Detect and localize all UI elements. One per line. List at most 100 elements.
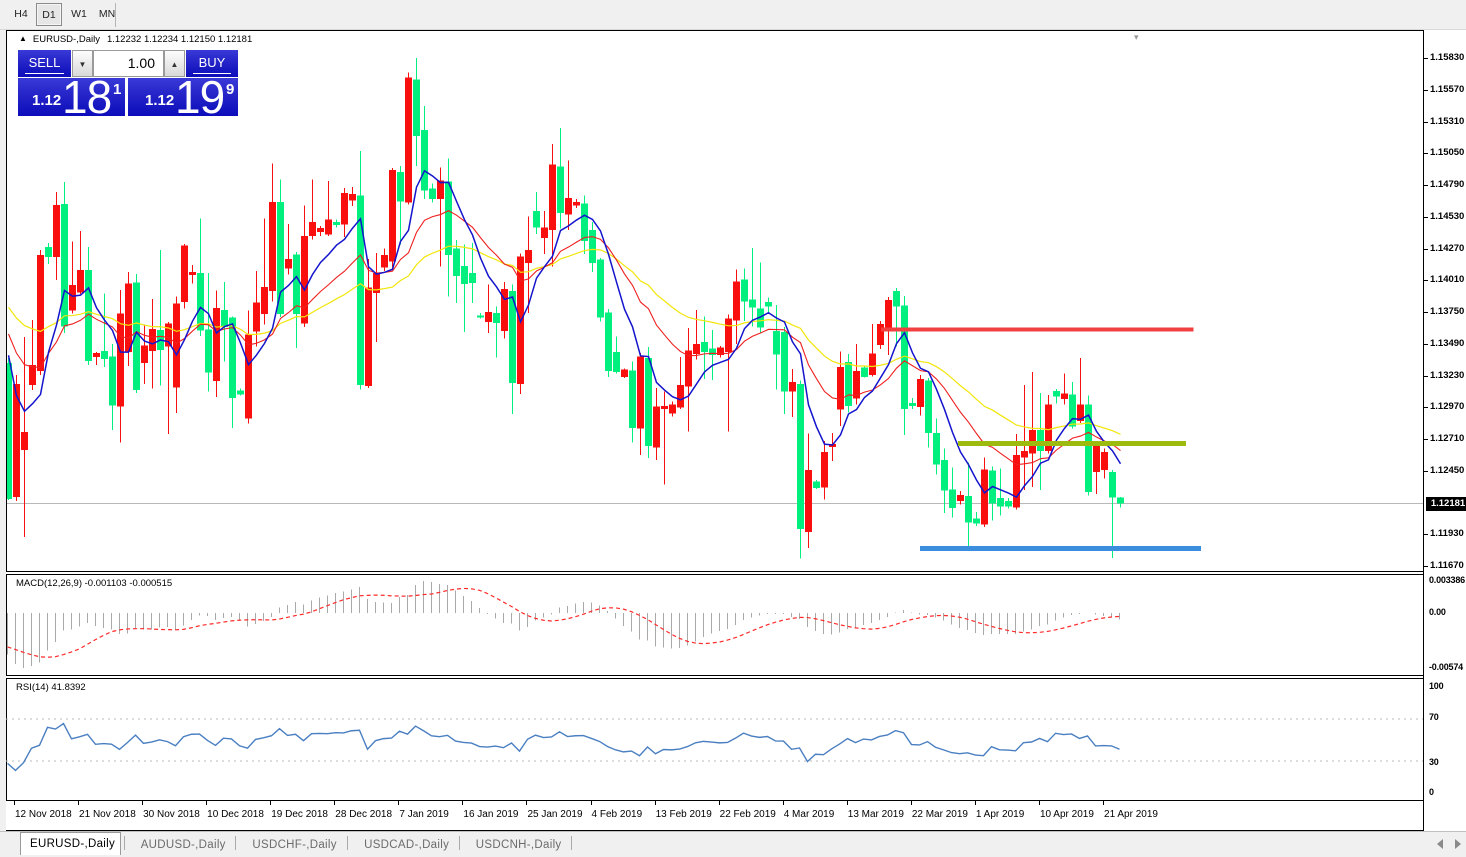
buy-price-display[interactable]: 1.12 19 9 — [128, 74, 238, 120]
chart-tab-usdchf[interactable]: USDCHF-,Daily — [252, 839, 337, 851]
date-label: 30 Nov 2018 — [143, 809, 200, 820]
candle-body — [229, 317, 236, 398]
ma-yellow — [8, 245, 1121, 435]
candle-body — [1069, 394, 1076, 427]
chart-tab-eurusd[interactable]: EURUSD-,Daily — [20, 832, 121, 855]
tabs-scroll-left-icon[interactable] — [1437, 839, 1443, 849]
candle-body — [677, 384, 684, 408]
candle-body — [933, 432, 940, 465]
price-axis-tick — [1424, 534, 1428, 536]
candle-body — [381, 255, 388, 268]
candle-body — [301, 235, 308, 324]
date-label: 4 Feb 2019 — [591, 809, 643, 820]
sell-button[interactable]: SELL — [18, 50, 71, 77]
ma-red — [7, 210, 1121, 466]
macd-title: MACD(12,26,9) -0.001103 -0.000515 — [16, 578, 173, 589]
price-axis-label: 1.13750 — [1430, 306, 1465, 317]
candle-body — [357, 195, 364, 385]
chart-tab-audusd[interactable]: AUDUSD-,Daily — [140, 839, 226, 851]
date-label: 22 Feb 2019 — [719, 809, 776, 820]
candle-body — [349, 194, 356, 201]
date-label: 25 Jan 2019 — [527, 809, 583, 820]
candle-body — [541, 227, 548, 238]
candle-body — [685, 350, 692, 387]
volume-decrease-button[interactable]: ▼ — [72, 50, 93, 77]
panel-separator[interactable] — [6, 571, 1423, 575]
tabs-scroll-right-icon[interactable] — [1455, 839, 1461, 849]
price-axis-label: 1.14530 — [1430, 210, 1465, 222]
panel-separator[interactable] — [6, 675, 1423, 679]
price-axis-label: 1.12970 — [1430, 401, 1465, 413]
candle-body — [741, 279, 748, 302]
chart-window: ▲ EURUSD-,Daily 1.12232 1.12234 1.12150 1.… — [6, 30, 1466, 831]
date-tick — [1103, 801, 1105, 805]
chart-shift-marker-icon[interactable]: ▾ — [1134, 32, 1139, 42]
volume-input[interactable]: 1.00 — [93, 50, 164, 77]
candle-body — [269, 201, 276, 291]
candle-body — [237, 390, 244, 395]
candle-body — [125, 283, 132, 353]
candle-body — [493, 313, 500, 324]
macd-canvas — [7, 581, 1120, 668]
date-label: 4 Mar 2019 — [783, 809, 835, 820]
volume-increase-button[interactable]: ▲ — [164, 50, 185, 77]
ma-blue — [7, 169, 1122, 499]
candle-body — [69, 285, 76, 311]
candle-body — [557, 166, 564, 214]
price-axis-tick — [1424, 185, 1428, 186]
date-tick — [78, 801, 80, 805]
candle-body — [173, 303, 180, 388]
candle-body — [941, 459, 948, 491]
candle-body — [805, 470, 812, 533]
candle-body — [549, 164, 556, 230]
candle-body — [213, 307, 220, 382]
rsi-axis-label: 100 — [1429, 681, 1444, 691]
candle-body — [965, 496, 972, 523]
candle-body — [21, 432, 28, 450]
buy-button[interactable]: BUY — [186, 50, 238, 77]
price-axis-tick — [1424, 121, 1428, 123]
timeframe-d1[interactable]: D1 — [36, 3, 62, 26]
date-label: 28 Dec 2018 — [335, 809, 393, 820]
price-axis-tick — [1424, 216, 1428, 218]
candle-body — [573, 201, 580, 206]
candle-body — [661, 406, 668, 409]
timeframe-mn[interactable]: MN — [98, 8, 116, 20]
candle-body — [277, 201, 284, 314]
date-tick — [718, 801, 720, 805]
price-axis-tick — [1424, 470, 1428, 472]
candle-body — [245, 334, 252, 419]
chart-tab-usdcnh[interactable]: USDCNH-,Daily — [475, 839, 562, 851]
timeframe-h4[interactable]: H4 — [14, 8, 28, 20]
candle-body — [773, 331, 780, 355]
tab-separator — [458, 836, 460, 850]
candle-body — [637, 356, 644, 429]
toolbar-separator — [115, 3, 116, 27]
price-axis-tick — [1424, 407, 1428, 409]
main-chart[interactable]: ▲ EURUSD-,Daily 1.12232 1.12234 1.12150 1.… — [7, 31, 1423, 571]
price-scale-divider — [1423, 30, 1424, 831]
date-axis[interactable]: 12 Nov 2018 21 Nov 2018 30 Nov 2018 10 Dec … — [6, 800, 1423, 830]
date-label: 13 Feb 2019 — [655, 809, 712, 820]
tab-separator — [123, 836, 125, 850]
one-click-trading-widget: SELL ▼ 1.00 ▲ BUY 1.12 18 1 1.12 19 9 — [18, 50, 238, 120]
candle-body — [317, 227, 324, 233]
candle-body — [477, 315, 484, 318]
price-scale[interactable]: 1.15830 1.15570 1.15310 1.15050 1.14790 1.145… — [1424, 30, 1466, 831]
date-tick — [590, 801, 592, 805]
candle-body — [253, 302, 260, 332]
candle-body — [605, 312, 612, 371]
candle-body — [877, 324, 884, 345]
candle-body — [813, 481, 820, 489]
candle-body — [133, 282, 140, 391]
price-axis-label: 1.11670 — [1430, 560, 1464, 571]
sell-price-display[interactable]: 1.12 18 1 — [18, 74, 125, 120]
rsi-axis-label: 70 — [1429, 712, 1439, 722]
candle-body — [437, 180, 444, 200]
candle-body — [757, 308, 764, 328]
collapse-arrow-icon[interactable]: ▲ — [19, 34, 27, 43]
chart-tab-usdcad[interactable]: USDCAD-,Daily — [364, 839, 450, 851]
candle-body — [61, 204, 68, 327]
candle-body — [1045, 404, 1052, 452]
timeframe-w1[interactable]: W1 — [71, 8, 87, 20]
